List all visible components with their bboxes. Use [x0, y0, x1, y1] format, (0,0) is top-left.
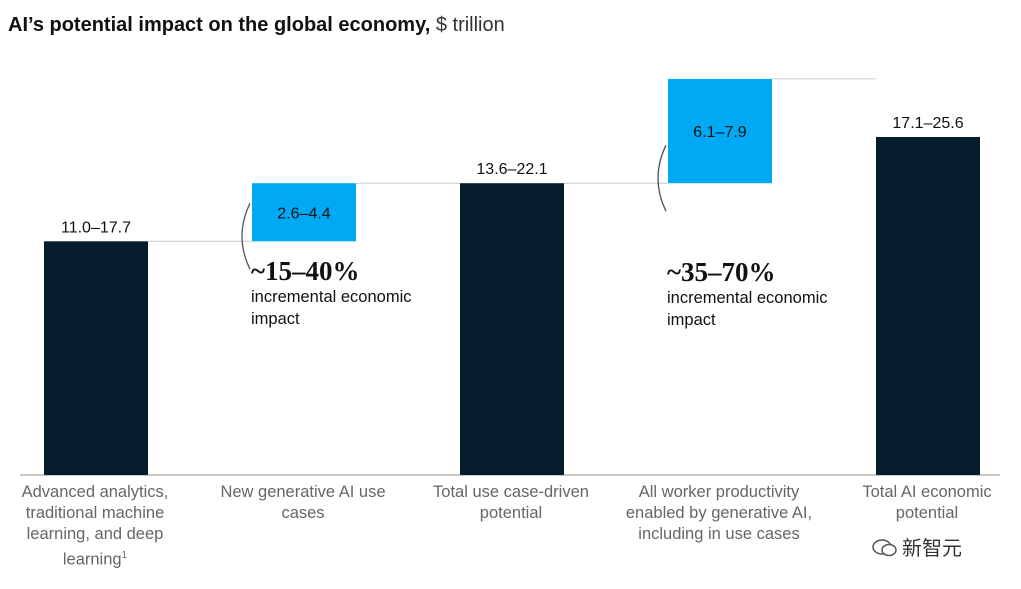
bar-1 — [44, 241, 148, 475]
bar-4 — [668, 78, 772, 184]
impact-text-1: incremental economic impact — [251, 288, 412, 328]
impact-annotation-1: ~15–40% incremental economic impact — [251, 256, 431, 330]
category-label-total-ai: Total AI economic potential — [862, 483, 992, 522]
category-label-worker-productivity: All worker productivity enabled by gener… — [625, 483, 813, 543]
impact-text-2: incremental economic impact — [667, 289, 828, 329]
category-label-total-use-case: Total use case-driven potential — [433, 483, 589, 522]
bar-value-label-1: 11.0–17.7 — [61, 219, 131, 236]
category-label-new-gen-ai: New generative AI use cases — [220, 483, 386, 522]
bar-2 — [252, 183, 356, 242]
impact-bracket-2 — [241, 203, 251, 270]
impact-annotation-2: ~35–70% incremental economic impact — [667, 257, 847, 331]
bar-value-label-4: 6.1–7.9 — [693, 124, 746, 141]
watermark-text: 新智元 — [902, 538, 962, 560]
impact-percentage-1: ~15–40% — [251, 256, 360, 286]
bar-5 — [876, 137, 980, 475]
impact-bracket-4 — [657, 144, 667, 212]
chart-title-main: AI’s potential impact on the global econ… — [8, 14, 431, 36]
bar-value-label-3: 13.6–22.1 — [476, 161, 547, 178]
bar-value-label-2: 2.6–4.4 — [277, 205, 330, 222]
wechat-icon — [872, 539, 897, 557]
category-label-advanced-analytics: Advanced analytics, traditional machine … — [21, 483, 169, 569]
watermark: 新智元 — [872, 532, 962, 561]
bar-3 — [460, 183, 564, 475]
chart-title-unit: $ trillion — [435, 14, 505, 36]
impact-percentage-2: ~35–70% — [667, 257, 776, 287]
chart-title: AI’s potential impact on the global econ… — [8, 14, 505, 37]
bar-value-label-5: 17.1–25.6 — [892, 115, 963, 132]
